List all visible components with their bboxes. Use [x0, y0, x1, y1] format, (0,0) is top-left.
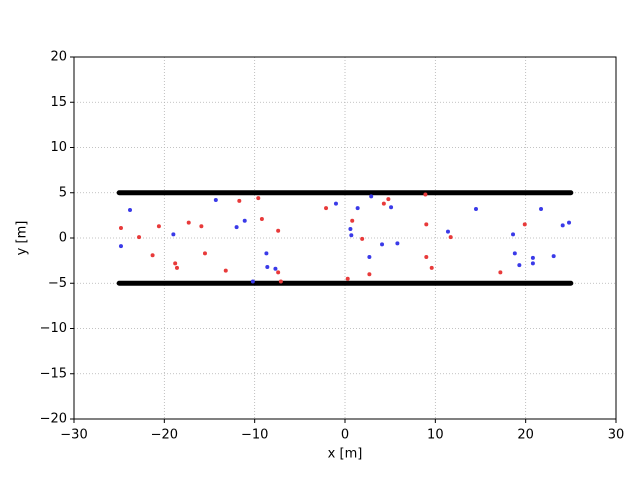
- point: [395, 241, 400, 246]
- point: [264, 251, 269, 256]
- point: [234, 225, 239, 230]
- y-tick-label: 0: [59, 231, 67, 246]
- point: [512, 251, 517, 256]
- x-tick-label: 20: [517, 428, 534, 443]
- point: [498, 270, 503, 275]
- y-axis-label: y [m]: [15, 221, 30, 256]
- point: [386, 197, 391, 202]
- point: [381, 201, 386, 206]
- point: [202, 251, 207, 256]
- y-tick-label: 20: [50, 50, 67, 65]
- point: [530, 255, 535, 260]
- point: [345, 276, 350, 281]
- point: [118, 226, 123, 231]
- point: [250, 279, 255, 284]
- point: [551, 254, 556, 259]
- y-tick-label: −20: [40, 412, 67, 427]
- point: [511, 232, 516, 237]
- point: [333, 201, 338, 206]
- x-tick-label: −20: [151, 428, 178, 443]
- x-tick-label: 30: [608, 428, 625, 443]
- point: [424, 255, 429, 260]
- point: [539, 207, 544, 212]
- point: [276, 270, 281, 275]
- point: [199, 224, 204, 229]
- point: [522, 222, 527, 227]
- point: [186, 220, 191, 225]
- point: [448, 235, 453, 240]
- point: [355, 206, 360, 211]
- point: [423, 192, 428, 197]
- point: [173, 261, 178, 266]
- point: [128, 207, 133, 212]
- point: [429, 265, 434, 270]
- point: [276, 228, 281, 233]
- x-tick-label: 10: [427, 428, 444, 443]
- point: [174, 265, 179, 270]
- point: [118, 244, 123, 249]
- point: [171, 232, 176, 237]
- y-tick-label: 5: [59, 185, 67, 200]
- x-tick-label: 0: [341, 428, 349, 443]
- point: [517, 263, 522, 268]
- x-tick-label: −30: [60, 428, 87, 443]
- point: [424, 222, 429, 227]
- x-axis-label: x [m]: [328, 447, 363, 462]
- x-tick-label: −10: [241, 428, 268, 443]
- y-tick-label: 10: [50, 140, 67, 155]
- point: [242, 218, 247, 223]
- point: [156, 224, 161, 229]
- y-tick-label: −15: [40, 366, 67, 381]
- point: [324, 206, 329, 211]
- point: [237, 198, 242, 203]
- point: [348, 226, 353, 231]
- point: [273, 266, 278, 271]
- y-tick-label: 15: [50, 95, 67, 110]
- point: [389, 205, 394, 210]
- point: [256, 196, 261, 201]
- point: [473, 207, 478, 212]
- point: [150, 253, 155, 258]
- y-tick-label: −10: [40, 321, 67, 336]
- point: [367, 272, 372, 277]
- point: [380, 242, 385, 247]
- point: [445, 229, 450, 234]
- y-tick-label: −5: [48, 276, 67, 291]
- point: [223, 268, 228, 273]
- point: [349, 233, 354, 238]
- point: [137, 235, 142, 240]
- point: [567, 220, 572, 225]
- plot-frame: [73, 56, 617, 420]
- point: [560, 223, 565, 228]
- point: [367, 255, 372, 260]
- point: [278, 279, 283, 284]
- point: [350, 218, 355, 223]
- point: [369, 194, 374, 199]
- point: [213, 197, 218, 202]
- point: [265, 264, 270, 269]
- point: [360, 236, 365, 241]
- point: [259, 216, 264, 221]
- point: [530, 261, 535, 266]
